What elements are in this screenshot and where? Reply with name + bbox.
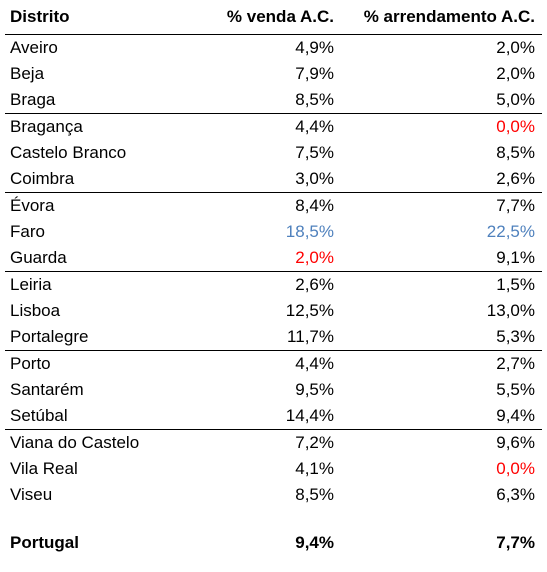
arrendamento-value: 0,0% bbox=[496, 459, 535, 478]
header-venda: % venda A.C. bbox=[226, 7, 334, 26]
table-row: Setúbal 14,4% 9,4% bbox=[5, 403, 542, 429]
district-name: Portalegre bbox=[10, 327, 89, 346]
venda-value: 8,4% bbox=[295, 196, 334, 215]
venda-value: 18,5% bbox=[285, 222, 334, 241]
venda-value: 8,5% bbox=[295, 485, 334, 504]
table-row: Beja 7,9% 2,0% bbox=[5, 61, 542, 87]
district-name: Beja bbox=[10, 64, 45, 83]
venda-value: 7,9% bbox=[295, 64, 334, 83]
venda-value: 12,5% bbox=[285, 301, 334, 320]
total-name: Portugal bbox=[10, 533, 79, 552]
arrendamento-value: 1,5% bbox=[496, 275, 535, 294]
venda-value: 11,7% bbox=[287, 327, 334, 346]
table-row: Lisboa 12,5% 13,0% bbox=[5, 298, 542, 324]
header-arrendamento: % arrendamento A.C. bbox=[363, 7, 535, 26]
district-name: Braga bbox=[10, 90, 56, 109]
district-name: Évora bbox=[10, 196, 55, 215]
district-name: Castelo Branco bbox=[10, 143, 127, 162]
arrendamento-value: 13,0% bbox=[486, 301, 535, 320]
table-row: Portalegre 11,7% 5,3% bbox=[5, 324, 542, 350]
table-row: Guarda 2,0% 9,1% bbox=[5, 245, 542, 271]
arrendamento-value: 2,6% bbox=[496, 169, 535, 188]
arrendamento-value: 5,0% bbox=[496, 90, 535, 109]
district-name: Viana do Castelo bbox=[10, 433, 140, 452]
table-header: Distrito % venda A.C. % arrendamento A.C… bbox=[5, 0, 542, 35]
table-row: Faro 18,5% 22,5% bbox=[5, 219, 542, 245]
venda-value: 2,0% bbox=[295, 248, 334, 267]
spacer bbox=[5, 508, 542, 526]
district-name: Coimbra bbox=[10, 169, 75, 188]
venda-value: 3,0% bbox=[295, 169, 334, 188]
header-distrito: Distrito bbox=[10, 7, 70, 26]
table-row: Vila Real 4,1% 0,0% bbox=[5, 456, 542, 482]
arrendamento-value: 9,6% bbox=[496, 433, 535, 452]
venda-value: 4,4% bbox=[295, 117, 334, 136]
arrendamento-value: 7,7% bbox=[496, 196, 535, 215]
venda-value: 7,5% bbox=[295, 143, 334, 162]
venda-value: 9,5% bbox=[295, 380, 334, 399]
district-name: Santarém bbox=[10, 380, 84, 399]
venda-value: 2,6% bbox=[295, 275, 334, 294]
district-table: Distrito % venda A.C. % arrendamento A.C… bbox=[5, 0, 542, 560]
arrendamento-value: 9,1% bbox=[496, 248, 535, 267]
venda-value: 4,1% bbox=[295, 459, 334, 478]
arrendamento-value: 9,4% bbox=[496, 406, 535, 425]
table-row: Coimbra 3,0% 2,6% bbox=[5, 166, 542, 192]
table-row: Leiria 2,6% 1,5% bbox=[5, 271, 542, 298]
arrendamento-value: 5,3% bbox=[496, 327, 535, 346]
arrendamento-value: 2,0% bbox=[496, 38, 535, 57]
table-row: Braga 8,5% 5,0% bbox=[5, 87, 542, 113]
arrendamento-value: 22,5% bbox=[486, 222, 535, 241]
district-name: Faro bbox=[10, 222, 45, 241]
venda-value: 4,9% bbox=[295, 38, 334, 57]
total-arrendamento-value: 7,7% bbox=[496, 533, 535, 552]
district-name: Bragança bbox=[10, 117, 83, 136]
district-name: Setúbal bbox=[10, 406, 68, 425]
venda-value: 8,5% bbox=[295, 90, 334, 109]
venda-value: 7,2% bbox=[295, 433, 334, 452]
district-name: Aveiro bbox=[10, 38, 58, 57]
district-name: Leiria bbox=[10, 275, 52, 294]
district-name: Porto bbox=[10, 354, 51, 373]
table-row: Évora 8,4% 7,7% bbox=[5, 192, 542, 219]
table-row: Bragança 4,4% 0,0% bbox=[5, 113, 542, 140]
table-row: Santarém 9,5% 5,5% bbox=[5, 377, 542, 403]
district-name: Guarda bbox=[10, 248, 67, 267]
table-row: Viseu 8,5% 6,3% bbox=[5, 482, 542, 508]
table-row: Castelo Branco 7,5% 8,5% bbox=[5, 140, 542, 166]
arrendamento-value: 6,3% bbox=[496, 485, 535, 504]
table-row: Porto 4,4% 2,7% bbox=[5, 350, 542, 377]
table-row: Aveiro 4,9% 2,0% bbox=[5, 35, 542, 61]
arrendamento-value: 8,5% bbox=[496, 143, 535, 162]
district-name: Viseu bbox=[10, 485, 53, 504]
total-row: Portugal 9,4% 7,7% bbox=[5, 526, 542, 560]
arrendamento-value: 2,7% bbox=[496, 354, 535, 373]
total-venda-value: 9,4% bbox=[295, 533, 334, 552]
arrendamento-value: 0,0% bbox=[496, 117, 535, 136]
district-name: Vila Real bbox=[10, 459, 78, 478]
venda-value: 14,4% bbox=[285, 406, 334, 425]
district-name: Lisboa bbox=[10, 301, 61, 320]
venda-value: 4,4% bbox=[295, 354, 334, 373]
table-row: Viana do Castelo 7,2% 9,6% bbox=[5, 429, 542, 456]
arrendamento-value: 2,0% bbox=[496, 64, 535, 83]
arrendamento-value: 5,5% bbox=[496, 380, 535, 399]
